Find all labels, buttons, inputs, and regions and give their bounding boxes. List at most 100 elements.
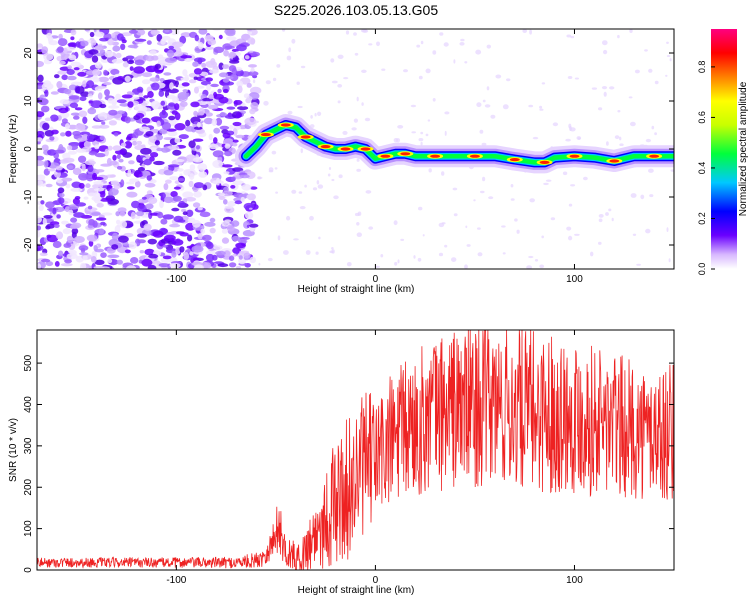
noise-speckle: [246, 194, 253, 199]
noise-blob: [154, 63, 161, 69]
noise-blob: [52, 240, 62, 249]
noise-speckle: [598, 218, 603, 223]
noise-blob: [87, 165, 94, 173]
noise-speckle: [654, 132, 657, 136]
noise-blob: [94, 45, 105, 51]
noise-blob: [163, 72, 172, 76]
noise-blob: [68, 95, 80, 100]
colorbar-tick-label: 0.6: [697, 111, 707, 124]
noise-blob: [98, 124, 110, 129]
noise-blob: [97, 92, 103, 100]
noise-blob: [37, 180, 44, 187]
noise-blob: [59, 111, 70, 119]
noise-blob: [174, 137, 181, 144]
ridge-peak: [539, 160, 550, 164]
noise-blob: [202, 234, 212, 242]
noise-speckle: [670, 169, 674, 172]
noise-blob: [195, 128, 205, 134]
noise-speckle: [333, 195, 339, 200]
noise-blob: [171, 250, 177, 258]
noise-speckle: [591, 87, 598, 90]
noise-blob: [163, 169, 174, 176]
noise-speckle: [361, 29, 367, 33]
noise-blob: [234, 200, 243, 205]
noise-speckle: [361, 69, 367, 74]
noise-blob: [232, 253, 237, 257]
noise-speckle: [420, 40, 424, 45]
noise-blob: [168, 115, 176, 121]
noise-speckle: [254, 120, 259, 124]
noise-blob: [104, 89, 110, 97]
noise-speckle: [464, 61, 468, 64]
noise-blob: [149, 77, 160, 82]
noise-blob: [228, 255, 235, 261]
noise-speckle: [617, 34, 620, 39]
noise-speckle: [337, 100, 341, 104]
noise-blob: [115, 219, 121, 225]
noise-blob: [69, 250, 74, 256]
noise-blob: [37, 230, 41, 238]
noise-blob: [67, 145, 73, 151]
noise-blob: [63, 88, 72, 95]
noise-blob: [50, 114, 59, 122]
noise-blob: [230, 185, 236, 189]
noise-blob: [45, 183, 53, 188]
noise-blob: [65, 123, 70, 130]
noise-blob: [237, 85, 243, 94]
noise-speckle: [668, 258, 671, 263]
spectrogram-ylabel: Frequency (Hz): [8, 115, 19, 184]
noise-blob: [73, 236, 85, 243]
noise-blob: [224, 150, 233, 157]
noise-blob: [115, 52, 122, 59]
noise-blob: [237, 106, 249, 111]
spectrogram-noise: [37, 29, 674, 269]
noise-blob: [145, 203, 154, 210]
noise-speckle: [416, 44, 421, 48]
noise-blob: [157, 54, 164, 59]
noise-blob: [162, 244, 168, 248]
noise-speckle: [552, 122, 559, 127]
noise-speckle: [532, 136, 539, 140]
noise-speckle: [317, 111, 322, 117]
noise-blob: [172, 195, 182, 202]
noise-speckle: [562, 171, 568, 176]
noise-blob: [94, 153, 106, 158]
noise-speckle: [481, 142, 487, 146]
noise-speckle: [441, 171, 445, 176]
noise-blob: [152, 230, 164, 238]
noise-blob: [161, 122, 171, 130]
noise-blob: [67, 165, 74, 170]
noise-blob: [149, 50, 157, 55]
noise-blob: [196, 85, 205, 89]
noise-blob: [229, 124, 234, 130]
noise-speckle: [346, 262, 352, 267]
noise-blob: [54, 74, 60, 79]
noise-speckle: [510, 184, 514, 188]
noise-blob: [193, 264, 204, 269]
noise-blob: [241, 103, 246, 107]
noise-blob: [219, 125, 230, 130]
noise-speckle: [603, 91, 607, 97]
noise-speckle: [444, 244, 448, 248]
noise-speckle: [666, 55, 671, 57]
noise-blob: [249, 223, 259, 228]
noise-blob: [236, 80, 244, 88]
noise-blob: [87, 107, 97, 115]
noise-blob: [104, 50, 114, 58]
noise-speckle: [395, 138, 401, 143]
noise-blob: [78, 110, 88, 118]
noise-blob: [192, 157, 203, 163]
noise-blob: [188, 180, 194, 188]
noise-speckle: [276, 64, 281, 68]
noise-speckle: [353, 118, 358, 123]
noise-blob: [46, 234, 52, 238]
noise-blob: [37, 216, 42, 224]
noise-blob: [173, 186, 181, 190]
noise-blob: [182, 211, 188, 216]
ridge-peak: [649, 154, 660, 158]
noise-speckle: [609, 86, 615, 90]
noise-blob: [66, 75, 77, 81]
noise-blob: [72, 130, 81, 137]
noise-blob: [91, 55, 99, 63]
noise-blob: [134, 38, 147, 42]
